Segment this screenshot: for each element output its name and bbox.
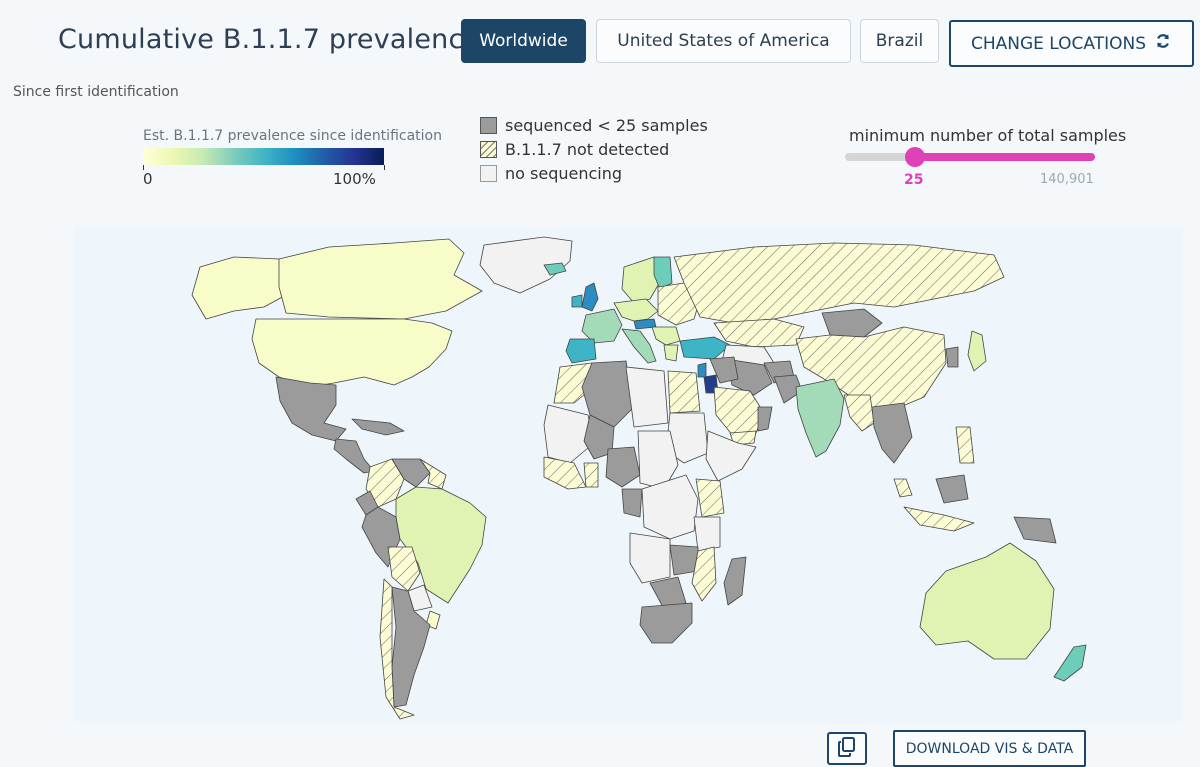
slider-handle[interactable]	[905, 147, 925, 167]
region-malaysia[interactable]	[893, 478, 913, 498]
slider-value: 25	[904, 172, 924, 188]
refresh-icon	[1154, 32, 1172, 55]
change-locations-button[interactable]: CHANGE LOCATIONS	[949, 20, 1194, 67]
copy-icon	[838, 737, 856, 760]
region-central-africa[interactable]	[637, 430, 679, 490]
region-new-zealand[interactable]	[1053, 644, 1087, 682]
region-caribbean[interactable]	[351, 418, 405, 436]
legend-item-not-detected: B.1.1.7 not detected	[480, 140, 669, 159]
region-guianas[interactable]	[419, 458, 447, 490]
region-india[interactable]	[795, 378, 845, 458]
region-usa[interactable]	[251, 318, 453, 388]
region-arabia[interactable]	[713, 386, 765, 438]
region-greece[interactable]	[663, 344, 679, 362]
region-philippines[interactable]	[955, 426, 975, 464]
location-worldwide-button[interactable]: Worldwide	[461, 19, 586, 63]
region-drc[interactable]	[641, 474, 699, 540]
region-borneo[interactable]	[935, 474, 969, 504]
region-levant[interactable]	[697, 362, 707, 378]
region-south-africa[interactable]	[639, 602, 693, 644]
region-chile[interactable]	[379, 578, 415, 720]
region-botswana[interactable]	[649, 576, 687, 610]
legend-swatch-hatch	[480, 141, 497, 158]
min-samples-slider[interactable]	[845, 147, 1095, 167]
region-kenya[interactable]	[695, 478, 725, 518]
region-alaska[interactable]	[191, 256, 287, 320]
region-egypt[interactable]	[667, 370, 701, 414]
region-russia[interactable]	[673, 242, 1005, 324]
region-horn-of-africa[interactable]	[705, 430, 757, 482]
region-ireland[interactable]	[571, 294, 583, 308]
region-australia[interactable]	[919, 542, 1055, 660]
legend-label: B.1.1.7 not detected	[505, 140, 670, 159]
region-tanzania[interactable]	[693, 516, 721, 552]
legend-item-no-sequencing: no sequencing	[480, 164, 622, 183]
region-venezuela[interactable]	[391, 458, 431, 488]
region-mexico[interactable]	[275, 376, 347, 442]
page-subtitle: Since first identification	[13, 84, 179, 100]
legend-label: no sequencing	[505, 164, 623, 183]
region-bangladesh-myanmar[interactable]	[843, 394, 875, 432]
region-central-europe[interactable]	[613, 298, 659, 322]
change-locations-label: CHANGE LOCATIONS	[970, 33, 1147, 54]
region-greenland[interactable]	[479, 236, 573, 294]
legend-item-sequenced: sequenced < 25 samples	[480, 116, 708, 135]
legend-label: sequenced < 25 samples	[505, 116, 708, 135]
region-japan[interactable]	[967, 330, 987, 372]
region-libya[interactable]	[625, 366, 669, 428]
slider-max: 140,901	[1040, 172, 1094, 187]
slider-label: minimum number of total samples	[849, 126, 1127, 145]
region-angola[interactable]	[629, 532, 671, 584]
world-map[interactable]	[74, 227, 1183, 723]
colorbar-max-label: 100%	[333, 170, 376, 188]
region-iraq-syria[interactable]	[709, 356, 739, 384]
region-iberia[interactable]	[565, 338, 597, 364]
region-canada[interactable]	[278, 238, 483, 320]
region-oman[interactable]	[757, 406, 773, 432]
colorbar-min-label: 0	[143, 170, 153, 188]
region-zambia[interactable]	[669, 544, 699, 576]
region-indochina[interactable]	[871, 402, 913, 464]
region-nigeria[interactable]	[605, 446, 641, 488]
region-iceland[interactable]	[543, 262, 567, 276]
region-mali[interactable]	[583, 414, 615, 460]
colorbar-tick-max	[384, 165, 385, 170]
region-italy[interactable]	[621, 328, 657, 364]
legend-swatch-white	[480, 165, 497, 182]
region-brazil[interactable]	[395, 486, 487, 604]
region-central-america[interactable]	[333, 438, 375, 474]
slider-fill	[915, 153, 1095, 161]
region-madagascar[interactable]	[723, 556, 747, 606]
location-brazil-button[interactable]: Brazil	[860, 19, 939, 63]
legend-swatch-gray	[480, 117, 497, 134]
region-kazakhstan[interactable]	[713, 318, 805, 348]
location-usa-button[interactable]: United States of America	[596, 19, 851, 63]
download-vis-data-button[interactable]: DOWNLOAD VIS & DATA	[893, 730, 1086, 767]
region-mongolia[interactable]	[821, 308, 883, 338]
region-ghana[interactable]	[583, 462, 599, 488]
region-balkans[interactable]	[651, 326, 681, 346]
region-mozambique[interactable]	[691, 546, 717, 602]
region-korea[interactable]	[945, 346, 959, 368]
region-bolivia[interactable]	[387, 546, 421, 592]
region-uk[interactable]	[581, 282, 599, 312]
colorbar-tick-min	[143, 165, 144, 170]
region-france[interactable]	[581, 308, 623, 344]
region-indonesia[interactable]	[903, 506, 975, 532]
colorbar	[143, 148, 384, 165]
region-turkey[interactable]	[679, 336, 731, 360]
region-gabon[interactable]	[621, 488, 643, 518]
region-west-africa[interactable]	[543, 456, 587, 490]
copy-link-button[interactable]	[827, 732, 867, 765]
page-title: Cumulative B.1.1.7 prevalence	[58, 24, 481, 55]
region-new-guinea[interactable]	[1013, 516, 1057, 544]
colorbar-title: Est. B.1.1.7 prevalence since identifica…	[143, 128, 442, 144]
region-argentina[interactable]	[391, 586, 431, 708]
